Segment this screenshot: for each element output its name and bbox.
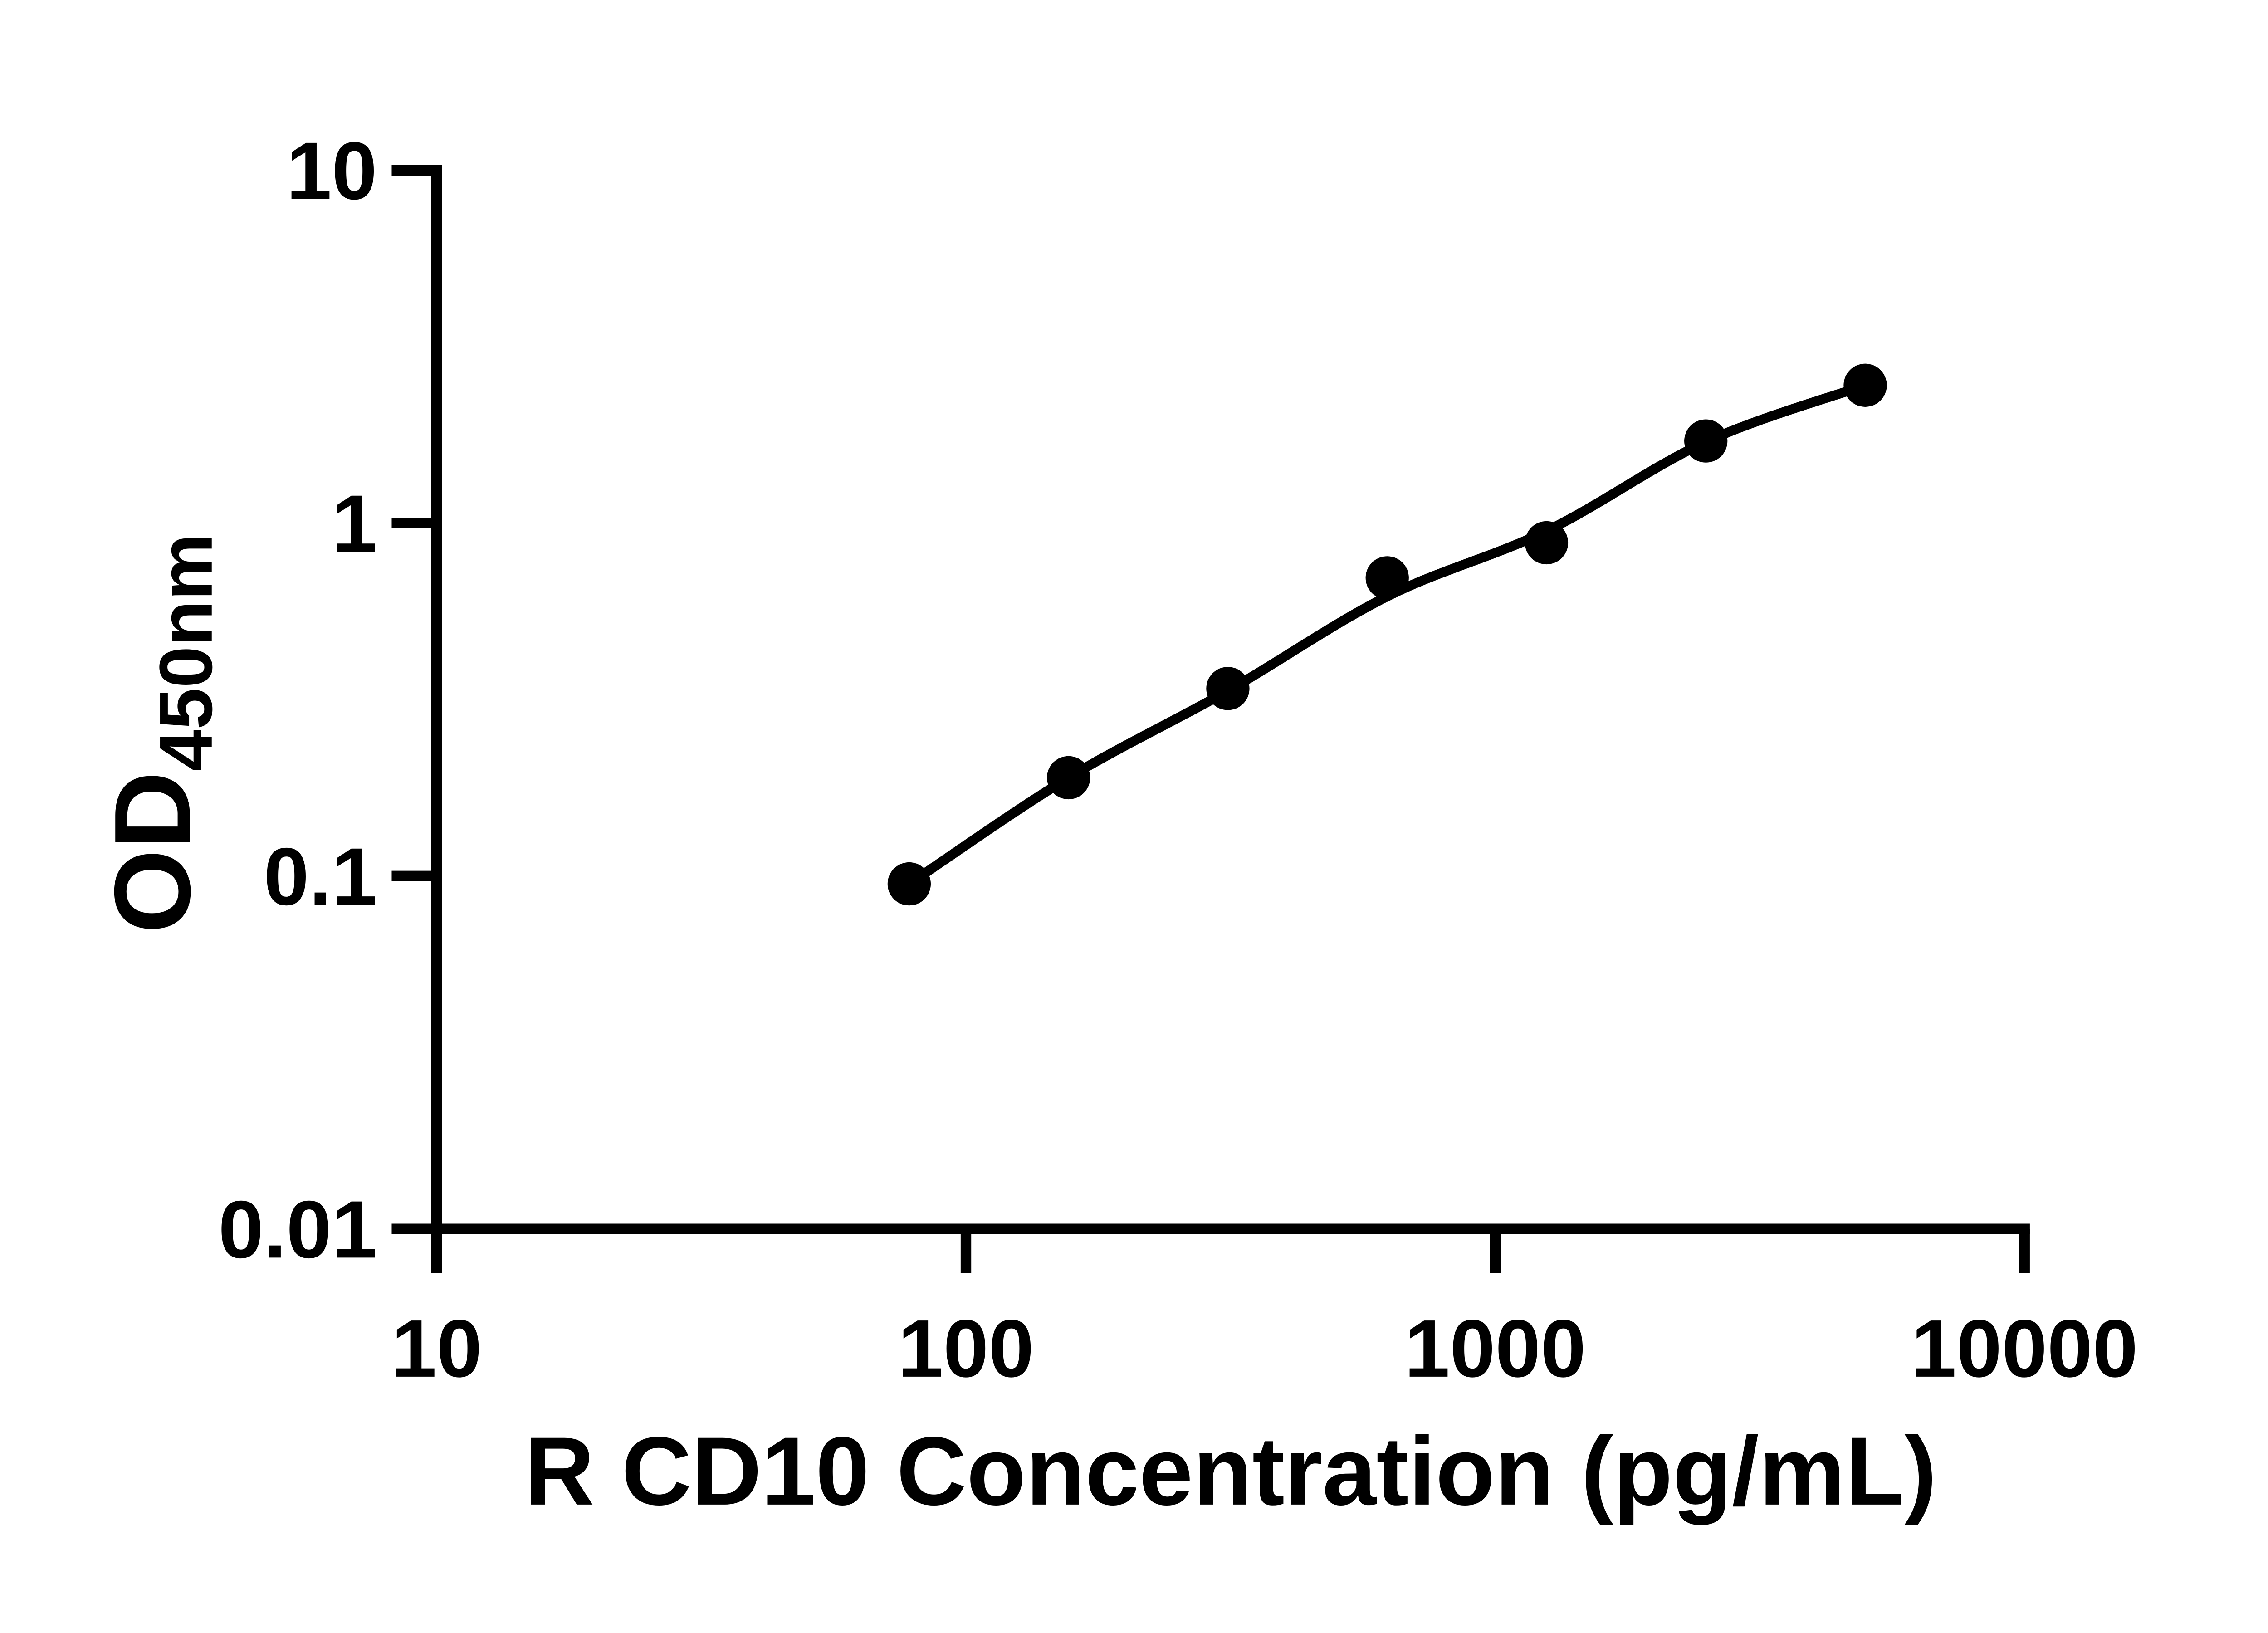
- y-axis-title: OD450nm: [92, 534, 228, 934]
- x-axis-ticks: [431, 1229, 2030, 1273]
- data-point: [1684, 419, 1728, 463]
- data-point: [1047, 756, 1090, 800]
- plot-area: [887, 363, 1887, 906]
- data-point: [1843, 363, 1887, 407]
- y-axis-tick-labels: 10 1 0.1 0.01: [218, 126, 377, 1276]
- y-axis-title-subscript: 450nm: [144, 534, 228, 772]
- data-point: [1206, 667, 1250, 710]
- x-tick-label-10000: 10000: [1911, 1303, 2138, 1394]
- x-tick-label-1000: 1000: [1404, 1303, 1586, 1394]
- data-point: [887, 862, 931, 906]
- data-point: [1365, 556, 1409, 600]
- data-point: [1525, 521, 1569, 565]
- y-tick-label-10: 10: [286, 126, 377, 217]
- x-tick-label-100: 100: [898, 1303, 1034, 1394]
- x-axis-tick-labels: 10 100 1000 10000: [391, 1303, 2138, 1394]
- x-tick-label-10: 10: [391, 1303, 482, 1394]
- fit-curve: [906, 381, 1867, 888]
- y-tick-label-0-01: 0.01: [218, 1184, 377, 1275]
- x-axis-title: R CD10 Concentration (pg/mL): [524, 1417, 1937, 1525]
- axes: [391, 165, 2030, 1273]
- y-axis-title-main: OD: [92, 771, 213, 933]
- y-tick-label-0-1: 0.1: [264, 831, 377, 922]
- y-tick-label-1: 1: [332, 479, 377, 570]
- y-axis-ticks: [391, 165, 437, 1234]
